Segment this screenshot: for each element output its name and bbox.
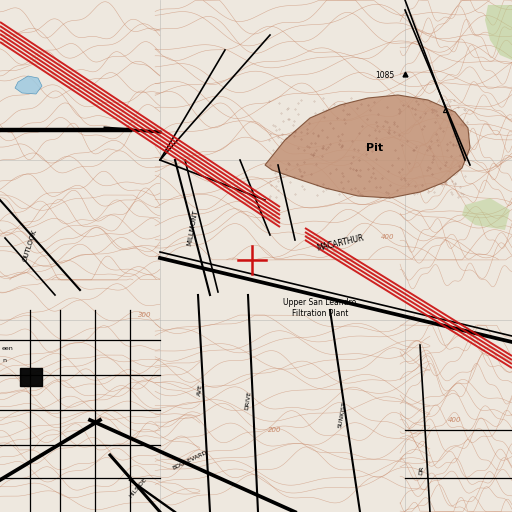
Text: een: een [2, 346, 14, 351]
Text: MILLMONT: MILLMONT [187, 209, 199, 247]
Polygon shape [265, 95, 470, 198]
Text: AVE: AVE [197, 383, 203, 396]
Text: 300: 300 [138, 312, 152, 318]
Text: SUNKIST: SUNKIST [337, 401, 347, 429]
Text: DR: DR [419, 465, 425, 475]
Text: DRIVE: DRIVE [244, 390, 252, 410]
Text: Upper San Leandro
Filtration Plant: Upper San Leandro Filtration Plant [283, 297, 357, 318]
Text: OUTLOOK: OUTLOOK [22, 228, 38, 262]
Text: 1085: 1085 [375, 71, 395, 79]
Polygon shape [15, 76, 42, 94]
Text: BOULEVARD: BOULEVARD [172, 450, 208, 471]
Text: HILSIDE: HILSIDE [128, 477, 148, 499]
Text: MACARTHUR: MACARTHUR [315, 233, 365, 253]
Text: 400: 400 [448, 417, 462, 423]
Text: 200: 200 [268, 427, 282, 433]
Bar [20, 368, 42, 386]
Polygon shape [462, 198, 510, 230]
Text: n: n [2, 357, 6, 362]
Text: Pit: Pit [367, 143, 383, 153]
Text: 400: 400 [381, 234, 395, 240]
Polygon shape [485, 5, 512, 60]
